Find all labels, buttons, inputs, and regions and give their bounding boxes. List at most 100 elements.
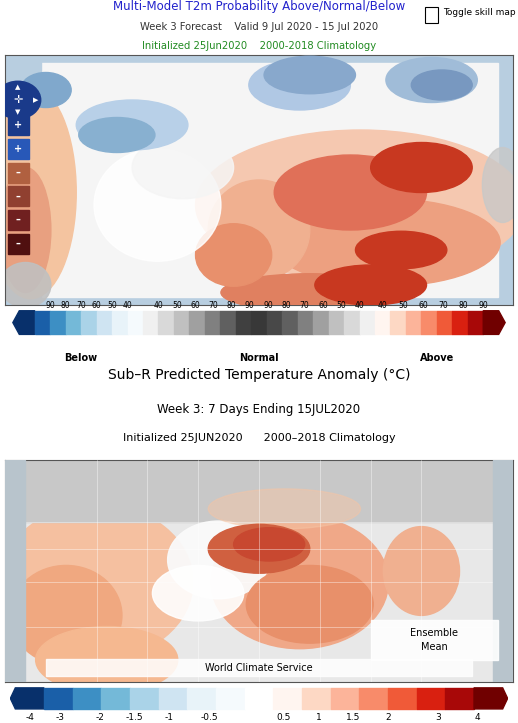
Polygon shape — [468, 311, 483, 335]
Polygon shape — [44, 688, 73, 709]
Text: ✛: ✛ — [13, 95, 23, 105]
Text: 1: 1 — [316, 713, 322, 722]
Ellipse shape — [386, 58, 477, 103]
Text: 90: 90 — [245, 301, 255, 309]
Polygon shape — [174, 311, 190, 335]
Polygon shape — [251, 311, 267, 335]
Polygon shape — [97, 311, 112, 335]
Polygon shape — [35, 311, 50, 335]
Polygon shape — [302, 688, 330, 709]
Ellipse shape — [79, 118, 155, 153]
Polygon shape — [359, 688, 388, 709]
Ellipse shape — [0, 262, 51, 307]
Text: 60: 60 — [318, 301, 328, 309]
Text: Above: Above — [420, 353, 454, 363]
Text: 80: 80 — [282, 301, 291, 309]
Text: -1: -1 — [165, 713, 174, 722]
Ellipse shape — [0, 81, 41, 119]
Text: 80: 80 — [458, 301, 468, 309]
Ellipse shape — [272, 199, 500, 286]
Text: Normal: Normal — [239, 353, 279, 363]
Ellipse shape — [132, 136, 234, 199]
Polygon shape — [112, 311, 127, 335]
Polygon shape — [330, 688, 359, 709]
Polygon shape — [10, 688, 44, 709]
Text: ▶: ▶ — [33, 97, 38, 103]
Polygon shape — [313, 311, 328, 335]
Text: Ensemble
Mean: Ensemble Mean — [410, 628, 458, 652]
Text: 40: 40 — [355, 301, 364, 309]
Polygon shape — [220, 311, 236, 335]
Text: Initialized 25JUN2020      2000–2018 Climatology: Initialized 25JUN2020 2000–2018 Climatol… — [123, 433, 395, 443]
Text: 60: 60 — [92, 301, 102, 309]
Polygon shape — [236, 311, 251, 335]
Bar — [8, 210, 29, 230]
Text: ◀: ◀ — [0, 97, 3, 103]
Polygon shape — [130, 688, 159, 709]
Ellipse shape — [20, 72, 71, 108]
Ellipse shape — [371, 142, 472, 192]
Ellipse shape — [355, 231, 447, 269]
Ellipse shape — [196, 130, 518, 280]
Text: 60: 60 — [190, 301, 200, 309]
Polygon shape — [127, 311, 143, 335]
Polygon shape — [66, 311, 81, 335]
Ellipse shape — [247, 565, 373, 643]
Text: 40: 40 — [154, 301, 163, 309]
Polygon shape — [190, 311, 205, 335]
Polygon shape — [50, 311, 66, 335]
Text: +: + — [15, 144, 22, 154]
Ellipse shape — [196, 223, 272, 286]
Bar — [5, 55, 41, 305]
Text: -1.5: -1.5 — [126, 713, 143, 722]
Ellipse shape — [0, 168, 51, 293]
Bar — [8, 115, 29, 135]
Bar — [493, 460, 513, 682]
Text: Week 3: 7 Days Ending 15JUL2020: Week 3: 7 Days Ending 15JUL2020 — [157, 403, 361, 416]
Text: 60: 60 — [418, 301, 428, 309]
Bar — [5, 460, 25, 682]
Polygon shape — [282, 311, 298, 335]
Polygon shape — [102, 688, 130, 709]
Text: 70: 70 — [76, 301, 86, 309]
Text: -4: -4 — [26, 713, 35, 722]
Text: –: – — [16, 192, 21, 201]
Ellipse shape — [10, 565, 122, 665]
Ellipse shape — [208, 180, 310, 280]
Text: 50: 50 — [398, 301, 408, 309]
Text: 40: 40 — [123, 301, 133, 309]
Polygon shape — [416, 688, 445, 709]
Polygon shape — [483, 311, 505, 335]
Polygon shape — [73, 688, 102, 709]
Text: 50: 50 — [336, 301, 346, 309]
Text: 90: 90 — [478, 301, 488, 309]
Bar — [46, 659, 472, 677]
Ellipse shape — [274, 155, 426, 230]
Text: Initialized 25Jun2020    2000-2018 Climatology: Initialized 25Jun2020 2000-2018 Climatol… — [142, 41, 376, 51]
Polygon shape — [344, 311, 359, 335]
Text: 70: 70 — [300, 301, 310, 309]
Bar — [5, 460, 513, 522]
Ellipse shape — [264, 56, 355, 94]
Text: -0.5: -0.5 — [200, 713, 218, 722]
Ellipse shape — [208, 524, 310, 573]
Polygon shape — [359, 311, 375, 335]
Text: Toggle skill map: Toggle skill map — [443, 8, 515, 17]
Ellipse shape — [208, 489, 361, 529]
Text: World Climate Service: World Climate Service — [205, 662, 313, 672]
Text: 0.5: 0.5 — [277, 713, 291, 722]
Text: Sub–R Predicted Temperature Anomaly (°C): Sub–R Predicted Temperature Anomaly (°C) — [108, 368, 410, 382]
Polygon shape — [216, 688, 244, 709]
Text: 1.5: 1.5 — [347, 713, 361, 722]
Text: 80: 80 — [227, 301, 236, 309]
Ellipse shape — [234, 528, 305, 561]
Text: –: – — [16, 168, 21, 178]
Text: ▲: ▲ — [15, 85, 21, 90]
Polygon shape — [328, 311, 344, 335]
Text: Week 3 Forecast    Valid 9 Jul 2020 - 15 Jul 2020: Week 3 Forecast Valid 9 Jul 2020 - 15 Ju… — [140, 22, 378, 32]
Ellipse shape — [211, 515, 388, 649]
Ellipse shape — [383, 526, 459, 615]
Polygon shape — [159, 311, 174, 335]
Polygon shape — [13, 311, 35, 335]
Bar — [371, 620, 498, 660]
